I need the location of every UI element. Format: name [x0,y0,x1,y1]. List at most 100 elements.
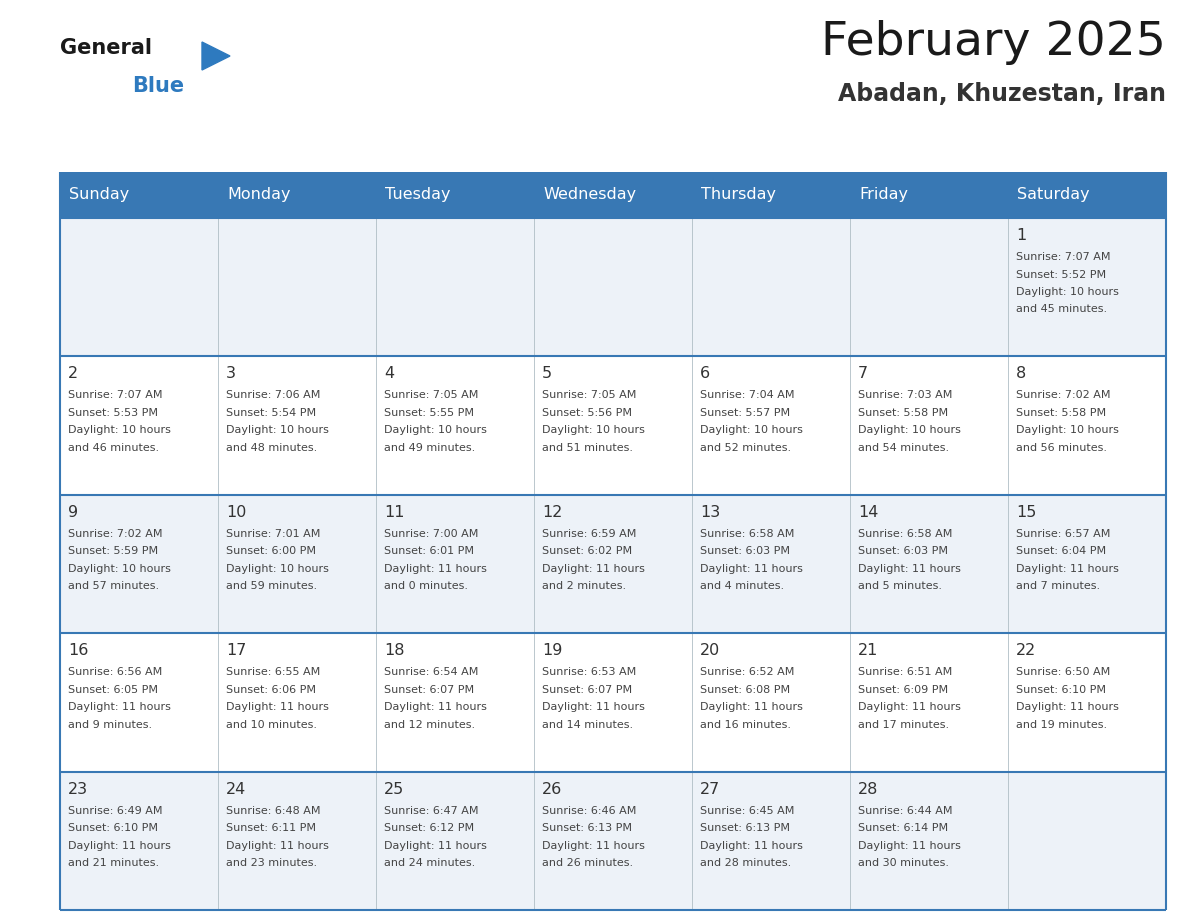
Text: Sunrise: 6:45 AM: Sunrise: 6:45 AM [700,806,795,815]
Text: Saturday: Saturday [1017,187,1091,203]
Bar [375,172,533,218]
Bar [219,172,375,218]
Text: and 59 minutes.: and 59 minutes. [226,581,317,591]
Text: and 21 minutes.: and 21 minutes. [68,858,159,868]
Text: and 46 minutes.: and 46 minutes. [68,442,159,453]
Bar [1007,172,1165,218]
Text: 7: 7 [858,366,868,381]
Bar [533,172,691,218]
Text: 1: 1 [1016,228,1026,243]
Bar [849,218,1007,356]
Text: Daylight: 10 hours: Daylight: 10 hours [1016,287,1119,297]
Bar [1007,495,1165,633]
Bar [691,772,849,910]
Text: Sunrise: 6:51 AM: Sunrise: 6:51 AM [858,667,952,677]
Bar [375,356,533,495]
Text: Daylight: 10 hours: Daylight: 10 hours [68,425,171,435]
Bar [1007,218,1165,356]
Bar [691,633,849,772]
Bar [375,772,533,910]
Text: Sunset: 5:58 PM: Sunset: 5:58 PM [1016,408,1106,418]
Text: Daylight: 11 hours: Daylight: 11 hours [700,841,803,851]
Text: Daylight: 10 hours: Daylight: 10 hours [226,564,329,574]
Text: and 30 minutes.: and 30 minutes. [858,858,949,868]
Text: 10: 10 [226,505,246,520]
Bar [1007,633,1165,772]
Text: February 2025: February 2025 [821,20,1165,65]
Text: Sunset: 5:54 PM: Sunset: 5:54 PM [226,408,316,418]
Text: Daylight: 11 hours: Daylight: 11 hours [384,564,487,574]
Text: Sunrise: 6:55 AM: Sunrise: 6:55 AM [226,667,320,677]
Text: Sunset: 6:06 PM: Sunset: 6:06 PM [226,685,316,695]
Text: 6: 6 [700,366,710,381]
Text: Sunrise: 6:44 AM: Sunrise: 6:44 AM [858,806,953,815]
Text: and 7 minutes.: and 7 minutes. [1016,581,1100,591]
Text: Sunset: 5:58 PM: Sunset: 5:58 PM [858,408,948,418]
Text: Sunset: 6:04 PM: Sunset: 6:04 PM [1016,546,1106,556]
Text: and 48 minutes.: and 48 minutes. [226,442,317,453]
Text: Sunset: 6:05 PM: Sunset: 6:05 PM [68,685,158,695]
Text: Sunset: 6:10 PM: Sunset: 6:10 PM [1016,685,1106,695]
Text: Sunrise: 6:46 AM: Sunrise: 6:46 AM [542,806,637,815]
Text: Sunset: 6:01 PM: Sunset: 6:01 PM [384,546,474,556]
Text: and 23 minutes.: and 23 minutes. [226,858,317,868]
Text: 4: 4 [384,366,394,381]
Bar [375,218,533,356]
Text: 21: 21 [858,644,878,658]
Text: Sunset: 6:08 PM: Sunset: 6:08 PM [700,685,790,695]
Text: Sunrise: 7:02 AM: Sunrise: 7:02 AM [1016,390,1111,400]
Text: Sunset: 5:56 PM: Sunset: 5:56 PM [542,408,632,418]
Bar [61,772,219,910]
Bar [533,495,691,633]
Text: and 49 minutes.: and 49 minutes. [384,442,475,453]
Text: and 4 minutes.: and 4 minutes. [700,581,784,591]
Bar [849,633,1007,772]
Bar [691,218,849,356]
Text: 23: 23 [68,781,88,797]
Text: 28: 28 [858,781,878,797]
Text: Monday: Monday [227,187,291,203]
Text: Sunrise: 7:07 AM: Sunrise: 7:07 AM [1016,252,1111,262]
Text: Sunrise: 6:47 AM: Sunrise: 6:47 AM [384,806,479,815]
Text: and 2 minutes.: and 2 minutes. [542,581,626,591]
Bar [849,495,1007,633]
Text: Sunset: 6:14 PM: Sunset: 6:14 PM [858,823,948,834]
Text: Sunrise: 6:57 AM: Sunrise: 6:57 AM [1016,529,1111,539]
Bar [219,495,375,633]
Text: Daylight: 11 hours: Daylight: 11 hours [68,702,171,712]
Bar [61,633,219,772]
Bar [849,772,1007,910]
Text: and 5 minutes.: and 5 minutes. [858,581,942,591]
Text: Sunset: 6:11 PM: Sunset: 6:11 PM [226,823,316,834]
Text: Sunset: 6:13 PM: Sunset: 6:13 PM [700,823,790,834]
Text: Sunrise: 6:48 AM: Sunrise: 6:48 AM [226,806,321,815]
Text: and 16 minutes.: and 16 minutes. [700,720,791,730]
Text: 2: 2 [68,366,78,381]
Text: Sunrise: 7:01 AM: Sunrise: 7:01 AM [226,529,321,539]
Text: and 10 minutes.: and 10 minutes. [226,720,317,730]
Text: Daylight: 11 hours: Daylight: 11 hours [542,841,645,851]
Bar [533,218,691,356]
Text: Daylight: 11 hours: Daylight: 11 hours [700,564,803,574]
Text: Daylight: 11 hours: Daylight: 11 hours [384,702,487,712]
Bar [849,172,1007,218]
Bar [691,495,849,633]
Text: Daylight: 11 hours: Daylight: 11 hours [700,702,803,712]
Text: Daylight: 11 hours: Daylight: 11 hours [858,702,961,712]
Text: Daylight: 10 hours: Daylight: 10 hours [68,564,171,574]
Text: Sunrise: 6:49 AM: Sunrise: 6:49 AM [68,806,163,815]
Text: Daylight: 10 hours: Daylight: 10 hours [1016,425,1119,435]
Text: 8: 8 [1016,366,1026,381]
Text: Sunrise: 7:02 AM: Sunrise: 7:02 AM [68,529,163,539]
Bar [1007,772,1165,910]
Text: Sunrise: 7:03 AM: Sunrise: 7:03 AM [858,390,953,400]
Text: Daylight: 11 hours: Daylight: 11 hours [858,841,961,851]
Text: 27: 27 [700,781,720,797]
Text: Sunrise: 6:50 AM: Sunrise: 6:50 AM [1016,667,1110,677]
Bar [1007,356,1165,495]
Text: Sunset: 6:02 PM: Sunset: 6:02 PM [542,546,632,556]
Text: Sunrise: 6:56 AM: Sunrise: 6:56 AM [68,667,162,677]
Text: 17: 17 [226,644,246,658]
Text: Sunset: 6:13 PM: Sunset: 6:13 PM [542,823,632,834]
Text: and 17 minutes.: and 17 minutes. [858,720,949,730]
